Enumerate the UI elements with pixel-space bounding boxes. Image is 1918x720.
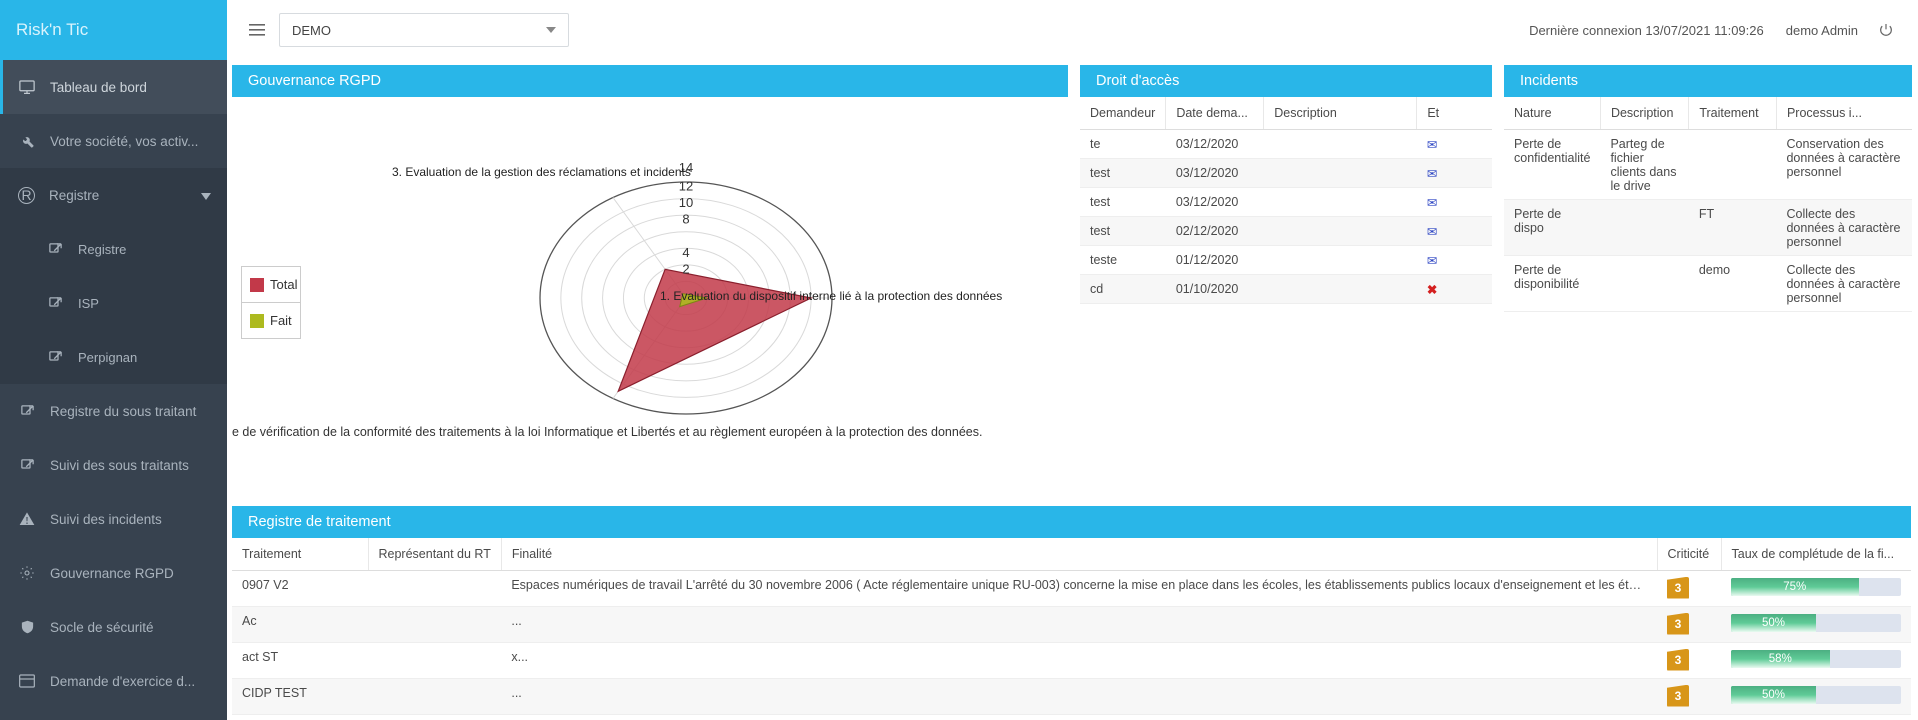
- svg-text:10: 10: [679, 195, 693, 210]
- svg-text:12: 12: [679, 179, 693, 194]
- svg-text:4: 4: [682, 245, 689, 260]
- svg-text:8: 8: [682, 212, 689, 227]
- svg-text:2: 2: [682, 261, 689, 276]
